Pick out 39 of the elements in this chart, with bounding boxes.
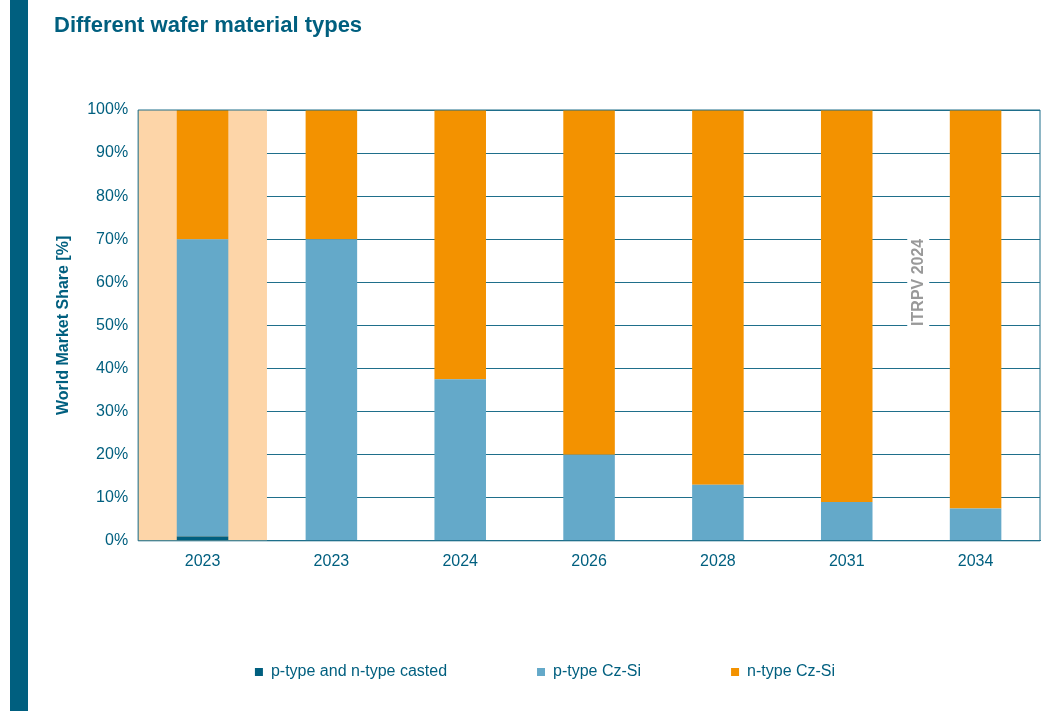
bar bbox=[820, 502, 873, 541]
bar bbox=[949, 110, 1002, 509]
bar bbox=[305, 239, 358, 541]
y-tick-label: 10% bbox=[96, 488, 129, 506]
y-axis-title: World Market Share [%] bbox=[54, 235, 72, 416]
y-tick-label: 70% bbox=[96, 229, 129, 247]
x-tick-label: 2026 bbox=[571, 551, 607, 569]
y-tick-label: 60% bbox=[96, 272, 129, 290]
y-tick-label: 0% bbox=[105, 531, 129, 549]
bar bbox=[176, 110, 229, 240]
y-tick-label: 90% bbox=[96, 143, 129, 161]
x-tick-label: 2031 bbox=[828, 551, 865, 569]
y-tick-label: 80% bbox=[96, 186, 129, 204]
bar bbox=[692, 110, 744, 485]
bar bbox=[305, 110, 358, 240]
y-tick-label: 100% bbox=[87, 100, 129, 118]
x-tick-label: 2023 bbox=[313, 551, 350, 569]
bar bbox=[176, 239, 229, 537]
bar bbox=[692, 484, 744, 541]
bar bbox=[949, 508, 1002, 541]
x-tick-label: 2024 bbox=[442, 551, 479, 569]
legend-label: p-type and n-type casted bbox=[270, 662, 448, 680]
bar bbox=[434, 110, 486, 380]
y-tick-label: 50% bbox=[96, 315, 129, 333]
x-tick-label: 2023 bbox=[184, 551, 221, 569]
bar bbox=[820, 110, 873, 503]
bar bbox=[434, 379, 486, 541]
legend-label: p-type Cz-Si bbox=[553, 662, 642, 680]
y-tick-label: 40% bbox=[96, 358, 129, 376]
bar bbox=[176, 536, 229, 541]
annotation: ITRPV 2024 bbox=[908, 238, 926, 326]
bar bbox=[563, 454, 615, 541]
x-tick-label: 2034 bbox=[957, 551, 994, 569]
x-tick-label: 2028 bbox=[700, 551, 736, 569]
legend-label: n-type Cz-Si bbox=[747, 662, 836, 680]
bar bbox=[563, 110, 615, 455]
y-tick-label: 30% bbox=[96, 401, 129, 419]
y-tick-label: 20% bbox=[96, 445, 129, 463]
chart-title: Different wafer material types bbox=[54, 12, 363, 38]
